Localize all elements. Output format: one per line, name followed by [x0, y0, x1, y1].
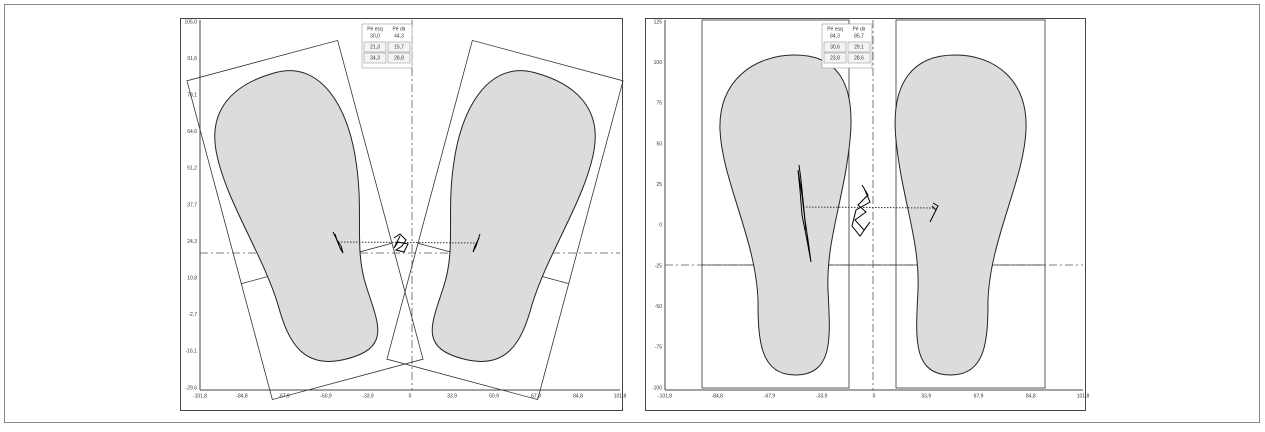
- x-tick-label: 33,9: [921, 393, 931, 399]
- legend-header: Pé esq: [827, 26, 843, 32]
- x-tick-label: -84,8: [236, 393, 248, 399]
- y-tick-label: 50: [656, 141, 662, 147]
- x-tick-label: 101,8: [614, 393, 627, 399]
- y-tick-label: 100: [654, 60, 663, 66]
- right-panel: Pé esq Pé dir 84,3 85,7 30,6 29,1 23,8 28,6: [646, 19, 1086, 411]
- y-tick-label: 37,7: [187, 202, 197, 208]
- y-tick-label: 51,2: [187, 166, 197, 172]
- y-tick-label: 105,0: [184, 19, 197, 25]
- legend-value: 34,3: [370, 55, 380, 61]
- x-tick-label: 67,9: [974, 393, 984, 399]
- y-tick-label: -50: [655, 304, 662, 310]
- left-panel: Pé esq Pé dir 30,0 44,3 21,3 15,7 34,3 28,8: [181, 19, 624, 411]
- legend-value: 15,7: [394, 44, 404, 50]
- x-tick-label: 50,9: [489, 393, 499, 399]
- legend-value: 30,6: [830, 44, 840, 50]
- x-tick-label: 67,9: [531, 393, 541, 399]
- legend-header: Pé dir: [392, 26, 405, 32]
- figure: Pé esq Pé dir 30,0 44,3 21,3 15,7 34,3 28,8 Pé …: [0, 0, 1265, 427]
- y-tick-label: 75: [656, 101, 662, 107]
- legend-value: 85,7: [854, 33, 864, 39]
- legend-value: 28,6: [854, 55, 864, 61]
- x-tick-label: 0: [873, 393, 876, 399]
- y-tick-label: 10,8: [187, 276, 197, 282]
- page: {"panels": [ {"legend": {"header": ["Pé …: [0, 0, 1265, 427]
- x-tick-label: 0: [409, 393, 412, 399]
- y-tick-label: -25: [655, 263, 662, 269]
- y-tick-label: -2,7: [188, 312, 197, 318]
- y-tick-label: 91,6: [187, 56, 197, 62]
- legend-value: 21,3: [370, 44, 380, 50]
- x-tick-label: -101,8: [658, 393, 672, 399]
- x-tick-label: -101,8: [193, 393, 207, 399]
- panel-frame: [646, 19, 1086, 411]
- legend-header: Pé dir: [852, 26, 865, 32]
- y-tick-label: 25: [656, 182, 662, 188]
- y-tick-label: 125: [654, 19, 663, 25]
- y-tick-label: 24,3: [187, 239, 197, 245]
- y-tick-label: -100: [652, 385, 662, 391]
- legend-value: 23,8: [830, 55, 840, 61]
- legend-value: 30,0: [370, 33, 380, 39]
- legend-value: 29,1: [854, 44, 864, 50]
- y-tick-label: -75: [655, 345, 662, 351]
- x-tick-label: -67,9: [764, 393, 776, 399]
- x-tick-label: -50,9: [320, 393, 332, 399]
- legend-value: 84,3: [830, 33, 840, 39]
- x-tick-label: 84,8: [1026, 393, 1036, 399]
- y-tick-label: 78,1: [187, 93, 197, 99]
- x-tick-label: 101,8: [1077, 393, 1090, 399]
- legend-box: Pé esq Pé dir 84,3 85,7 30,6 29,1 23,8 28,6: [822, 24, 872, 68]
- y-tick-label: 0: [659, 223, 662, 229]
- legend-value: 28,8: [394, 55, 404, 61]
- x-tick-label: 33,9: [447, 393, 457, 399]
- y-tick-label: -29,6: [186, 385, 198, 391]
- x-tick-label: -33,9: [816, 393, 828, 399]
- x-tick-label: 84,8: [573, 393, 583, 399]
- y-tick-label: -16,1: [186, 349, 198, 355]
- x-tick-label: -67,9: [278, 393, 290, 399]
- legend-header: Pé esq: [367, 26, 383, 32]
- legend-box: Pé esq Pé dir 30,0 44,3 21,3 15,7 34,3 28,8: [362, 24, 412, 68]
- x-tick-label: -33,9: [362, 393, 374, 399]
- x-tick-label: -84,8: [712, 393, 724, 399]
- y-tick-label: 64,6: [187, 129, 197, 135]
- legend-value: 44,3: [394, 33, 404, 39]
